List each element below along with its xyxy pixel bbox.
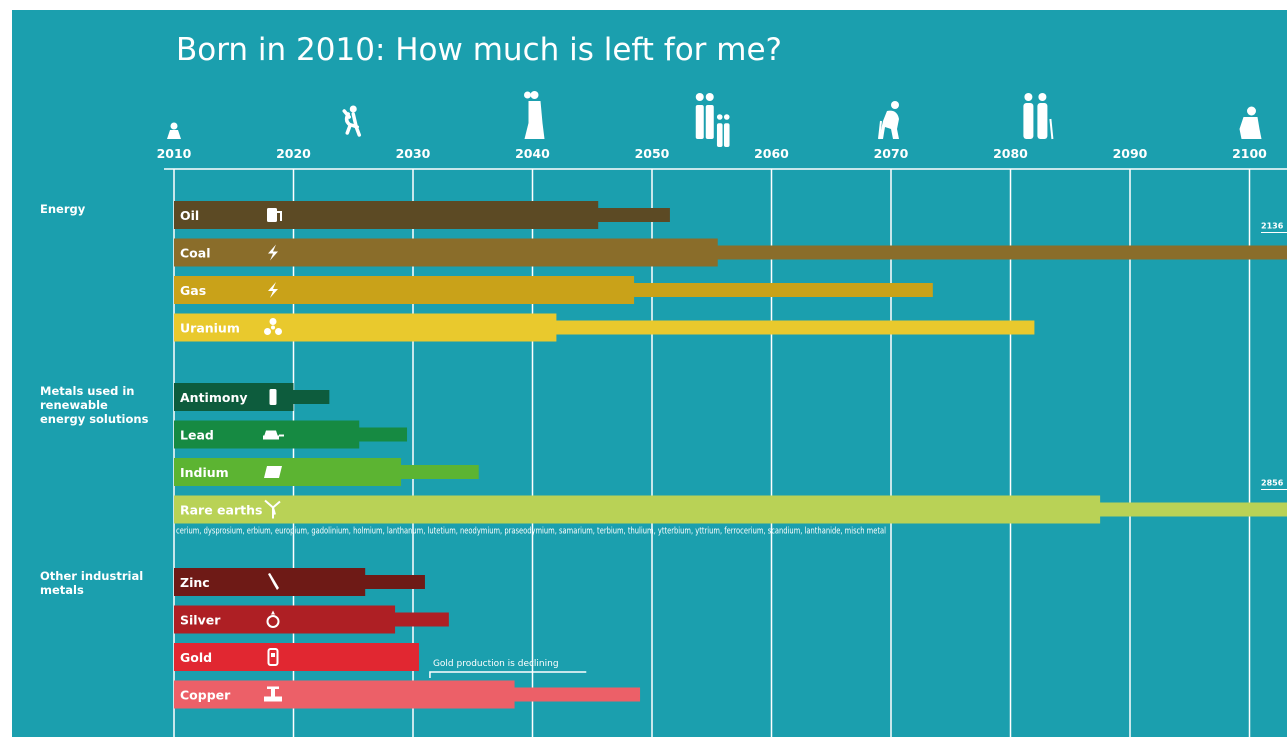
couple-wedding-icon xyxy=(524,91,545,139)
bar-extension xyxy=(292,390,330,404)
screwdriver-icon xyxy=(268,573,279,590)
bar-oil xyxy=(174,201,599,229)
resource-label: Uranium xyxy=(180,321,240,336)
resource-label: Coal xyxy=(180,246,210,261)
bar-extension xyxy=(716,245,1287,260)
tick-label: 2090 xyxy=(1113,146,1148,161)
tick-label: 2010 xyxy=(157,146,192,161)
group-label: energy solutions xyxy=(40,412,149,426)
bar-extension xyxy=(394,612,449,627)
resource-label: Copper xyxy=(180,688,231,703)
annotation-text: Gold production is declining xyxy=(433,659,559,669)
group-label: renewable xyxy=(40,398,108,412)
faucet-icon xyxy=(264,686,282,702)
x-axis-ticks: 2010 2020 2030 2040 2050 2060 2070 2080 2090 2100 xyxy=(157,146,1268,161)
ring-icon xyxy=(266,610,280,628)
baby-icon xyxy=(167,122,181,139)
chart-title: Born in 2010: How much is left for me? xyxy=(176,32,782,68)
tick-label: 2080 xyxy=(993,146,1028,161)
wind-turbine-icon xyxy=(264,499,281,519)
resource-label: Antimony xyxy=(180,390,248,405)
life-stage-icons xyxy=(167,91,1262,147)
fuel-pump-icon xyxy=(267,208,282,222)
bar-silver xyxy=(174,605,396,634)
resource-bars: Oil Coal 2136 Gas Uranium Antimony Lead Indium R… xyxy=(174,201,1287,709)
family-icon xyxy=(695,93,730,147)
bar-extension xyxy=(358,427,408,442)
tick-label: 2020 xyxy=(276,146,311,161)
resource-label: Silver xyxy=(180,613,221,628)
phone-icon xyxy=(267,648,279,666)
bar-zinc xyxy=(174,568,366,596)
resource-label: Oil xyxy=(180,208,199,223)
resource-label: Lead xyxy=(180,428,214,443)
elderly-seated-icon xyxy=(1239,106,1262,139)
annotations: cerium, dysprosium, erbium, europium, ga… xyxy=(176,527,886,678)
bar-coal xyxy=(174,238,718,267)
bar-extension xyxy=(633,283,933,297)
bar-uranium xyxy=(174,313,557,342)
resource-label: Rare earths xyxy=(180,503,262,518)
bar-extension xyxy=(597,208,670,222)
chart-panel: Born in 2010: How much is left for me? 2… xyxy=(12,10,1287,737)
resource-label: Gas xyxy=(180,283,206,298)
radiation-icon xyxy=(264,318,282,335)
bar-extension xyxy=(364,575,425,589)
bar-rare-earths xyxy=(174,495,1101,524)
tick-label: 2040 xyxy=(515,146,550,161)
group-label: metals xyxy=(40,583,84,597)
overflow-year-label: 2136 xyxy=(1261,222,1284,231)
group-label: Energy xyxy=(40,202,86,216)
elderly-walking-icon xyxy=(878,101,899,140)
bar-copper xyxy=(174,680,515,709)
solar-panel-icon xyxy=(264,466,282,478)
tick-label: 2030 xyxy=(396,146,431,161)
child-jumping-icon xyxy=(342,105,361,137)
bar-indium xyxy=(174,458,402,486)
bar-extension xyxy=(555,320,1035,335)
resource-label: Gold xyxy=(180,650,212,665)
group-label: Other industrial xyxy=(40,569,143,583)
overflow-year-label: 2856 xyxy=(1261,479,1284,488)
resource-depletion-chart: Born in 2010: How much is left for me? 2… xyxy=(40,32,1287,737)
elderly-couple-icon xyxy=(1023,93,1054,140)
resource-label: Indium xyxy=(180,465,229,480)
bar-extension xyxy=(513,687,641,702)
bar-extension xyxy=(400,465,479,479)
battery-icon xyxy=(269,389,277,405)
lightning-icon xyxy=(268,244,278,261)
tick-label: 2050 xyxy=(635,146,670,161)
tick-label: 2100 xyxy=(1232,146,1267,161)
footnote: cerium, dysprosium, erbium, europium, ga… xyxy=(176,527,886,537)
lightning-icon xyxy=(268,282,278,298)
bar-gold xyxy=(174,643,419,671)
bar-extension xyxy=(1099,502,1287,517)
tick-label: 2060 xyxy=(754,146,789,161)
resource-label: Zinc xyxy=(180,575,210,590)
group-label: Metals used in xyxy=(40,384,135,398)
car-icon xyxy=(263,430,284,440)
bar-gas xyxy=(174,276,635,304)
tick-label: 2070 xyxy=(874,146,909,161)
annotation-bracket xyxy=(429,671,587,678)
